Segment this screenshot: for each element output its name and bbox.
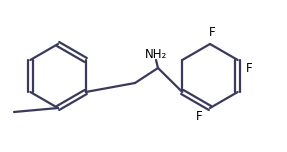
Text: F: F	[196, 109, 202, 123]
Text: F: F	[245, 62, 252, 74]
Text: NH₂: NH₂	[145, 48, 167, 62]
Text: F: F	[209, 26, 215, 40]
